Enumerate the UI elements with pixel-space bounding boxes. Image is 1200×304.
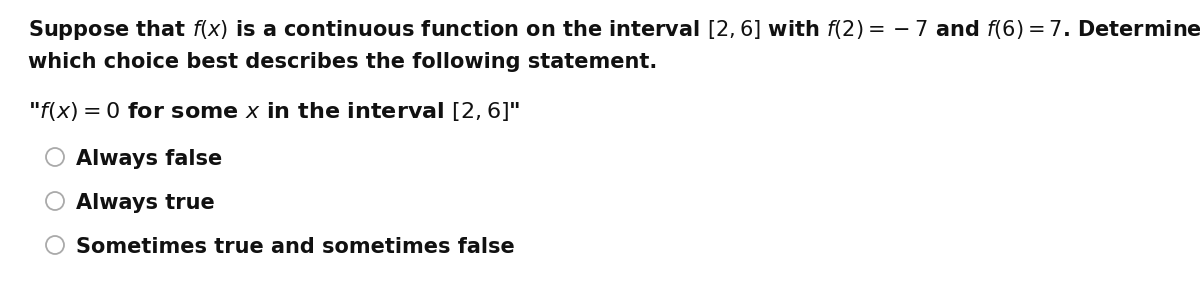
- Text: Suppose that $f(x)$ is a continuous function on the interval $[2, 6]$ with $f(2): Suppose that $f(x)$ is a continuous func…: [28, 18, 1200, 42]
- Text: Sometimes true and sometimes false: Sometimes true and sometimes false: [76, 237, 515, 257]
- Text: which choice best describes the following statement.: which choice best describes the followin…: [28, 52, 658, 72]
- Text: Always false: Always false: [76, 149, 222, 169]
- Text: "$f(x) = 0$ for some $x$ in the interval $[2, 6]$": "$f(x) = 0$ for some $x$ in the interval…: [28, 100, 521, 123]
- Text: Always true: Always true: [76, 193, 215, 213]
